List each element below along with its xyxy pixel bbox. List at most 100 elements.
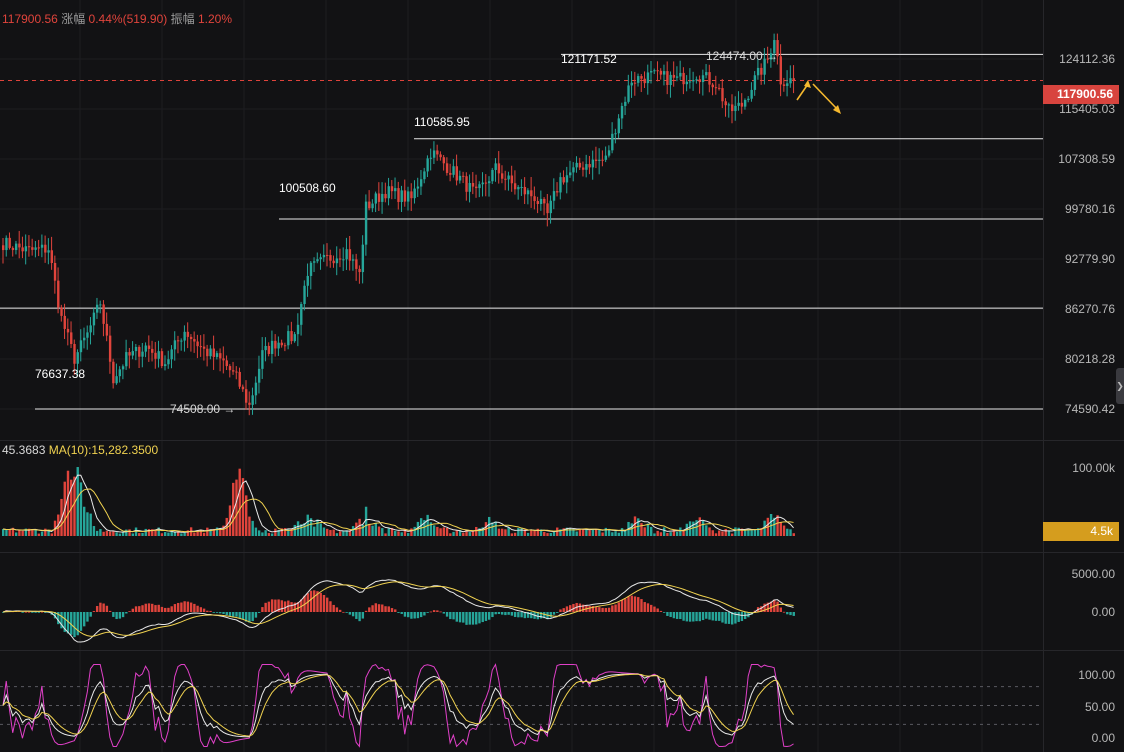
volume-bar	[215, 527, 219, 536]
candle-body	[617, 118, 620, 134]
volume-bar	[144, 528, 147, 536]
candle-body	[646, 72, 650, 84]
candle-body	[44, 244, 47, 253]
macd-histogram-bar	[92, 611, 96, 612]
candle-body	[436, 150, 439, 155]
volume-bar	[293, 524, 296, 536]
macd-histogram-bar	[322, 594, 326, 612]
volume-bar	[79, 482, 83, 536]
volume-bar	[47, 529, 50, 536]
macd-histogram-bar	[510, 612, 514, 616]
candle-body	[536, 201, 539, 204]
candle-body	[232, 370, 235, 372]
volume-bar	[238, 468, 241, 536]
volume-bar	[8, 529, 11, 536]
volume-bar	[620, 528, 624, 536]
volume-bar	[701, 520, 705, 536]
candle-body	[611, 133, 614, 151]
candle-body	[368, 201, 371, 209]
volume-bar	[488, 516, 491, 536]
macd-histogram-bar	[186, 601, 190, 612]
macd-histogram-bar	[724, 612, 727, 624]
candle-body	[575, 162, 578, 168]
volume-bar	[232, 482, 235, 536]
volume-bar	[591, 529, 595, 536]
volume-bar	[575, 531, 578, 536]
volume-bar	[546, 533, 549, 536]
price-header: 117900.56 涨幅 0.44%(519.90) 振幅 1.20%	[2, 10, 232, 27]
candle-body	[403, 190, 407, 202]
candle-body	[731, 104, 734, 112]
macd-histogram-bar	[426, 612, 429, 613]
volume-header: 45.3683 MA(10):15,282.3500	[2, 443, 158, 457]
volume-bar	[637, 518, 640, 536]
candle-body	[257, 368, 261, 383]
volume-bar	[241, 478, 245, 536]
volume-bar	[309, 518, 313, 536]
volume-bar	[601, 532, 604, 536]
volume-bar	[322, 527, 326, 536]
candle-body	[95, 304, 99, 313]
candle-body	[384, 193, 387, 199]
macd-histogram-bar	[319, 592, 322, 612]
macd-histogram-bar	[614, 604, 617, 612]
macd-histogram-bar	[245, 612, 248, 622]
volume-bar	[371, 525, 374, 536]
macd-histogram-bar	[607, 607, 611, 612]
candle-body	[287, 331, 290, 346]
volume-bar	[669, 532, 672, 536]
header-change-value: 0.44%(519.90)	[88, 12, 168, 26]
candle-body	[225, 360, 228, 367]
volume-bar	[118, 533, 122, 536]
macd-histogram-bar	[423, 612, 426, 616]
volume-bar	[206, 527, 209, 536]
macd-histogram-bar	[659, 610, 663, 612]
price-axis-tick: 92779.90	[1064, 252, 1115, 266]
macd-histogram-bar	[206, 610, 209, 612]
candle-body	[779, 56, 782, 85]
volume-bar	[731, 533, 734, 536]
macd-histogram-bar	[679, 612, 682, 620]
volume-bar	[692, 521, 695, 536]
volume-bar	[611, 532, 614, 536]
kdj-axis-tick: 100.00	[1078, 668, 1115, 682]
volume-bar	[18, 530, 21, 536]
candle-body	[53, 263, 57, 281]
candle-body	[173, 340, 177, 350]
candle-body	[565, 175, 569, 183]
panel-separator-volume	[0, 440, 1124, 441]
volume-bar	[50, 533, 53, 536]
macd-histogram-bar	[63, 612, 66, 632]
volume-bar	[769, 513, 773, 536]
candle-body	[377, 193, 381, 202]
candle-body	[601, 159, 604, 161]
volume-value: 45.3683	[2, 443, 46, 457]
candle-body	[313, 261, 316, 263]
macd-histogram-bar	[209, 610, 212, 612]
volume-bar	[776, 515, 779, 536]
macd-histogram-bar	[83, 612, 86, 627]
collapse-handle-icon[interactable]: ❯	[1116, 368, 1124, 404]
volume-bar	[319, 523, 322, 536]
current-price-badge: 117900.56	[1043, 85, 1119, 104]
forecast-arrow-down-head	[833, 105, 841, 114]
candle-body	[581, 167, 585, 170]
volume-bar	[254, 527, 258, 536]
candle-body	[212, 348, 215, 357]
volume-bar	[578, 529, 582, 536]
candle-body	[121, 366, 125, 370]
volume-bar	[533, 530, 536, 536]
macd-histogram-bar	[685, 612, 689, 622]
candle-body	[708, 72, 711, 85]
volume-bar	[245, 495, 248, 536]
volume-bar	[565, 527, 569, 536]
macd-histogram-bar	[44, 612, 47, 613]
volume-bar	[773, 517, 776, 536]
volume-bar	[335, 533, 339, 536]
macd-histogram-bar	[183, 601, 186, 612]
macd-histogram-bar	[125, 612, 128, 614]
volume-bar	[753, 529, 757, 536]
candle-body	[108, 335, 112, 362]
macd-histogram-bar	[394, 609, 397, 612]
